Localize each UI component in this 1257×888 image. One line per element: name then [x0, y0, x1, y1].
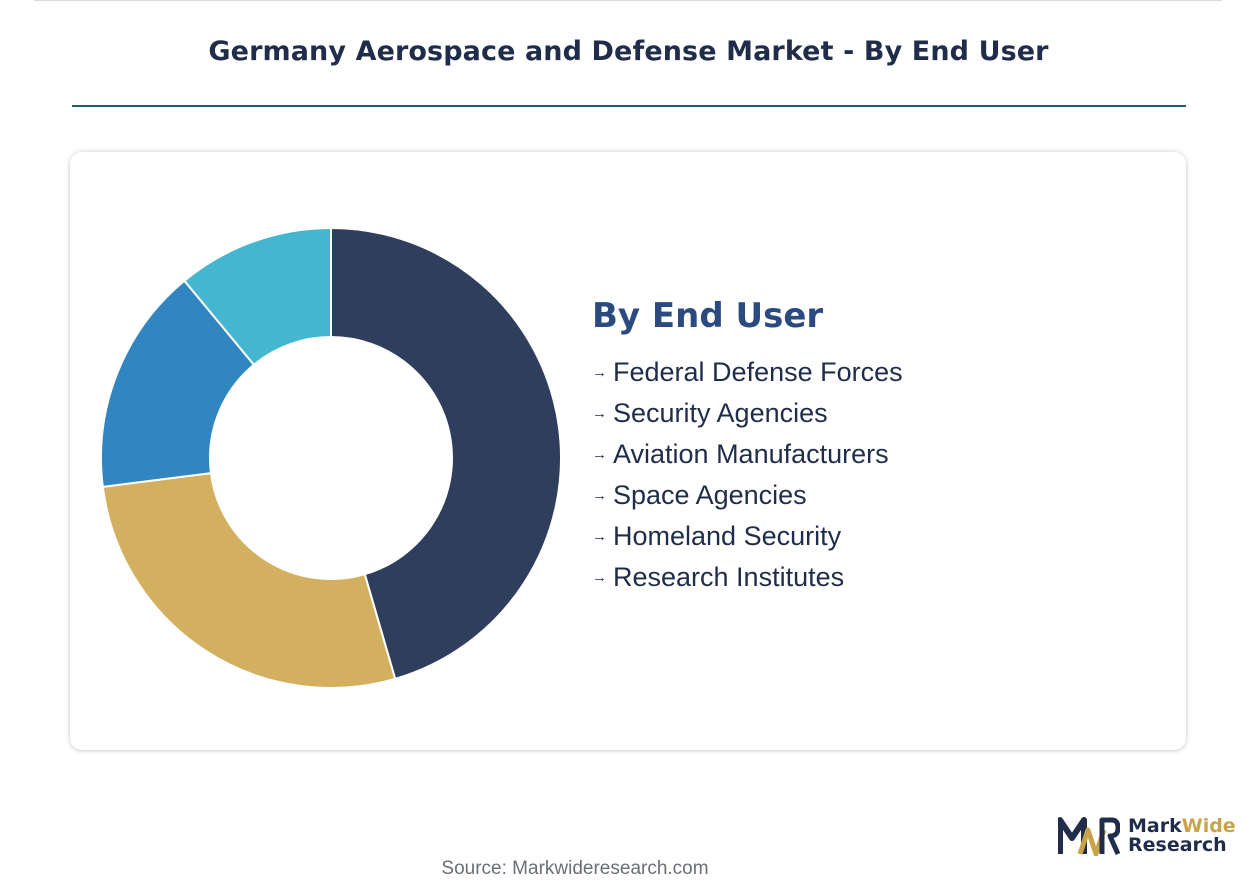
arrow-right-icon: →	[592, 446, 607, 463]
page-title: Germany Aerospace and Defense Market - B…	[208, 36, 1049, 67]
donut-chart	[100, 227, 562, 689]
legend-item: → Homeland Security	[592, 516, 903, 557]
markwide-logo: MarkWide Research	[1058, 814, 1248, 858]
legend-label: Federal Defense Forces	[613, 357, 903, 387]
logo-wordmark: MarkWide Research	[1128, 817, 1236, 855]
title-underline	[72, 105, 1186, 107]
arrow-right-icon: →	[592, 364, 607, 381]
legend-item: → Security Agencies	[592, 393, 903, 434]
logo-mark-text: Mark	[1128, 815, 1182, 837]
legend-label: Aviation Manufacturers	[613, 439, 889, 469]
legend-item: → Space Agencies	[592, 475, 903, 516]
arrow-right-icon: →	[592, 569, 607, 586]
legend-item: → Federal Defense Forces	[592, 352, 903, 393]
legend-list: → Federal Defense Forces → Security Agenci…	[592, 352, 903, 598]
donut-slice-4	[182, 227, 332, 367]
arrow-right-icon: →	[592, 405, 607, 422]
legend-label: Research Institutes	[613, 562, 845, 592]
source-credit: Source: Markwideresearch.com	[441, 858, 709, 879]
donut-slice-3	[100, 279, 256, 488]
legend-heading: By End User	[592, 296, 824, 336]
legend: By End User → Federal Defense Forces → Sec…	[592, 296, 903, 598]
mwr-logo-icon	[1058, 817, 1120, 856]
legend-label: Security Agencies	[613, 398, 828, 428]
donut-slice-2	[101, 472, 397, 689]
arrow-right-icon: →	[592, 528, 607, 545]
arrow-right-icon: →	[592, 487, 607, 504]
top-divider	[34, 0, 1222, 1]
logo-research-text: Research	[1128, 834, 1227, 856]
logo-wide-text: Wide	[1181, 815, 1236, 837]
legend-item: → Research Institutes	[592, 557, 903, 598]
legend-item: → Aviation Manufacturers	[592, 434, 903, 475]
legend-label: Homeland Security	[613, 521, 842, 551]
donut-slice-1	[330, 227, 562, 681]
legend-label: Space Agencies	[613, 480, 807, 510]
